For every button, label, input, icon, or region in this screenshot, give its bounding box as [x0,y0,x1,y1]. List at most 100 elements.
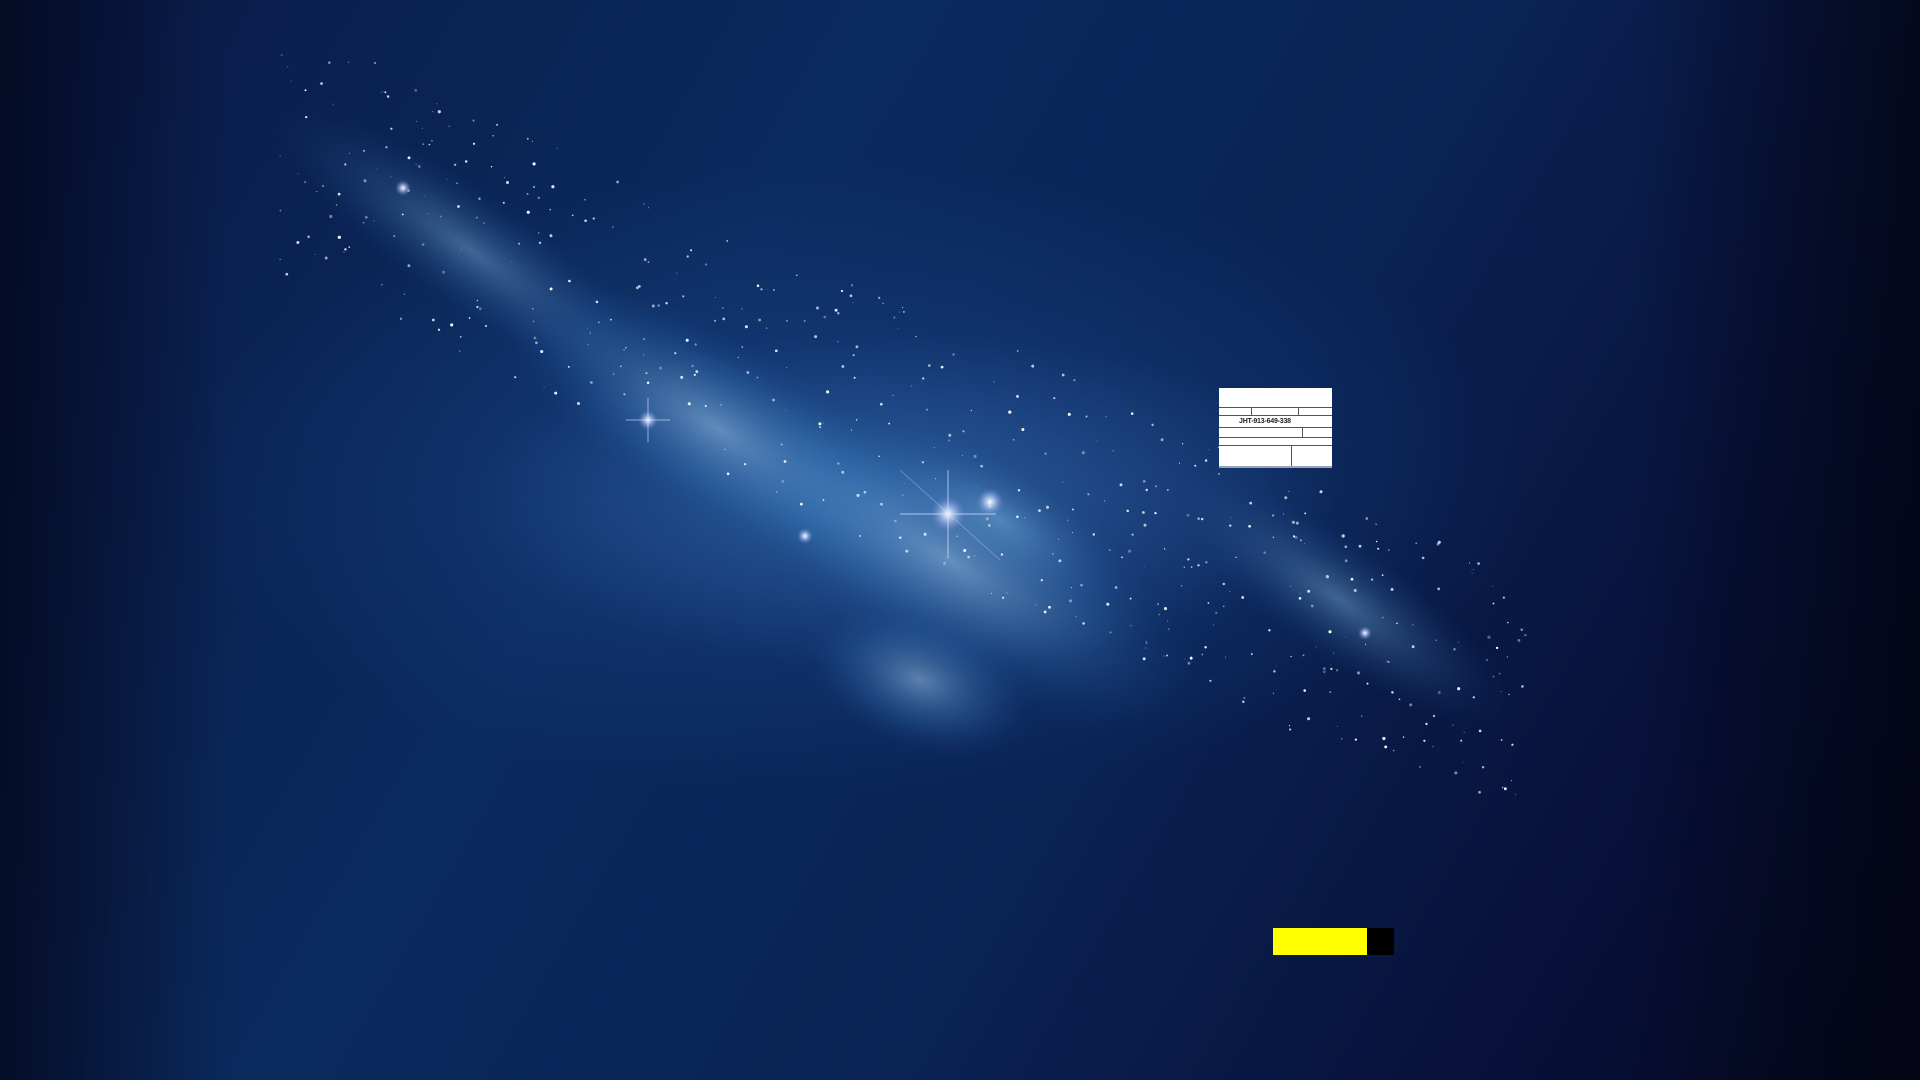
star [1289,585,1291,587]
star [772,398,775,402]
star [694,343,697,346]
star [1304,512,1307,515]
star [849,294,853,298]
star [743,463,747,466]
star [1201,653,1204,656]
star [840,289,844,293]
star [549,287,553,291]
star [305,115,308,119]
star [567,366,570,368]
star [344,163,347,166]
star [1066,519,1069,522]
star [1272,536,1275,539]
star [1358,544,1362,548]
star [1131,533,1134,536]
star [1180,584,1183,587]
star [863,490,867,494]
star [1453,648,1456,651]
star [643,354,645,356]
star [1167,620,1169,622]
star [1344,545,1348,549]
star [1437,587,1441,591]
star [741,308,743,310]
info-widget[interactable]: JHT-913-649-338 [1219,388,1332,468]
star [363,149,366,152]
star [853,376,856,379]
star [1218,473,1220,475]
star [1114,586,1118,589]
star [1288,725,1291,727]
star [1235,556,1237,559]
star [973,454,977,458]
star [1354,738,1358,741]
star [1478,729,1482,733]
star [645,372,648,375]
star [1495,646,1499,650]
star [1069,599,1072,603]
star [643,203,645,205]
star [287,66,289,68]
star [1508,693,1510,696]
star [822,498,825,501]
star [1350,577,1354,581]
star [687,402,691,406]
star [1021,428,1025,431]
star [1500,739,1503,741]
star [518,242,521,245]
star [424,195,426,196]
star [1187,661,1191,665]
star [576,401,581,406]
star [457,205,460,208]
star [386,95,390,98]
star [316,190,318,193]
star [962,430,965,433]
star [1070,587,1073,589]
star [1521,685,1524,688]
star [1365,517,1369,520]
star [1167,628,1170,631]
star [381,283,383,286]
star [584,198,586,201]
widget-code: JHT-913-649-338 [1239,418,1291,425]
star [1038,509,1041,512]
star [364,215,368,219]
star [363,179,367,183]
star [496,124,498,126]
star [1290,655,1292,658]
star [549,234,553,238]
star [724,448,726,451]
star [1432,714,1436,718]
star [882,302,884,304]
star [772,288,776,292]
star [659,366,662,370]
star [760,288,763,291]
star [390,127,393,130]
star [403,293,406,295]
star [926,408,928,411]
star [460,249,462,251]
star [1197,517,1200,520]
star [1315,646,1317,648]
star [1302,654,1305,657]
star [756,284,760,288]
star [1353,589,1357,592]
star [800,502,803,506]
widget-divider [1298,408,1299,416]
star [376,168,378,170]
star [961,454,963,456]
star [554,391,558,395]
star [1092,533,1095,536]
star [1336,725,1338,727]
star [415,163,417,165]
star [337,235,341,239]
star [704,405,707,407]
star [329,214,333,219]
star [421,127,424,130]
star [421,243,425,246]
star [595,300,599,304]
star [680,375,684,379]
star [1333,652,1335,654]
star [894,519,897,523]
star [1390,587,1394,591]
star [1524,633,1527,637]
